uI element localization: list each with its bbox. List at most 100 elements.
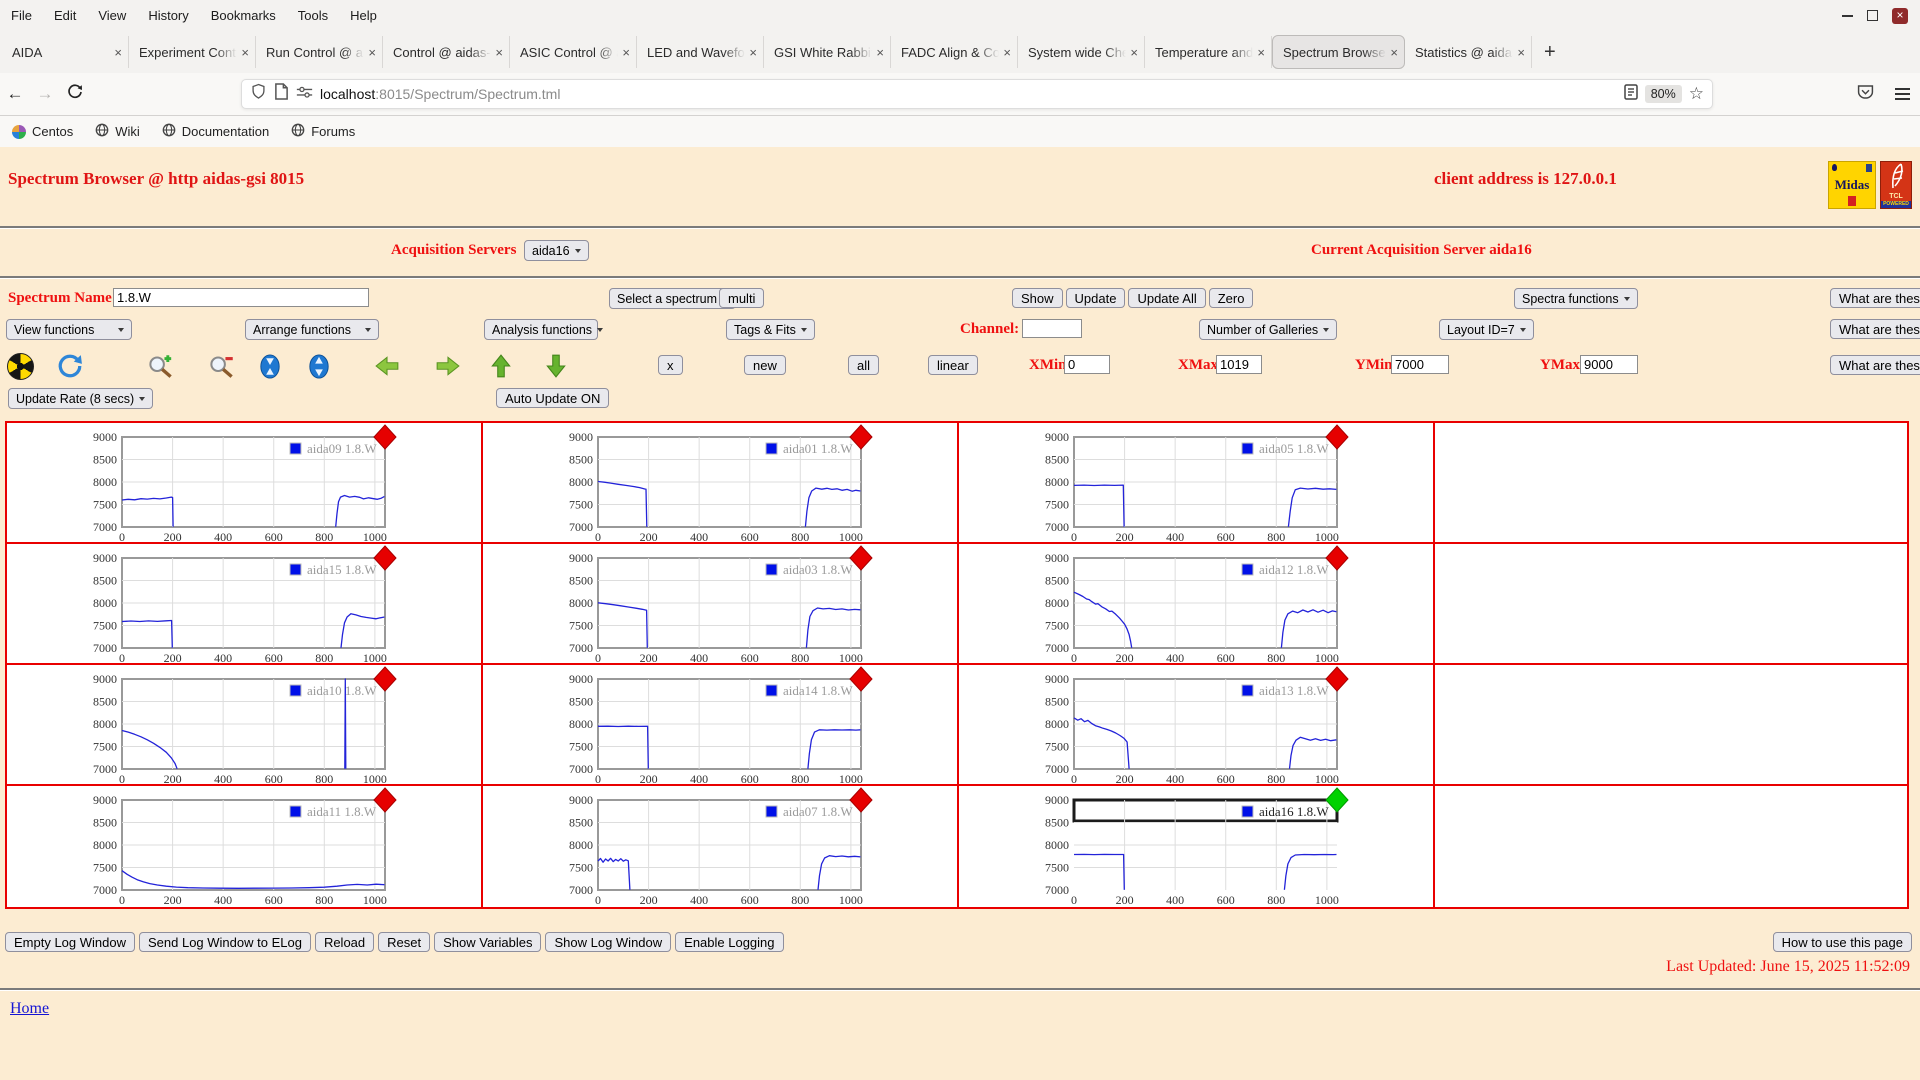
show-variables-button[interactable]: Show Variables: [434, 932, 542, 952]
zero-button[interactable]: Zero: [1208, 288, 1254, 308]
tab-close-icon[interactable]: ×: [241, 44, 249, 60]
forward-icon[interactable]: →: [36, 84, 54, 103]
marker-diamond[interactable]: [1325, 424, 1349, 450]
new-tab-button[interactable]: +: [1544, 40, 1556, 63]
num-galleries-dropdown[interactable]: Number of Galleries: [1199, 319, 1338, 340]
marker-diamond[interactable]: [1325, 666, 1349, 692]
marker-diamond[interactable]: [373, 545, 397, 571]
page-info-icon[interactable]: [274, 83, 289, 105]
tags-fits-dropdown[interactable]: Tags & Fits: [726, 319, 815, 340]
layout-id-dropdown[interactable]: Layout ID=7: [1439, 319, 1534, 340]
marker-diamond[interactable]: [1325, 545, 1349, 571]
marker-diamond[interactable]: [373, 787, 397, 813]
gallery-cell-empty[interactable]: [1435, 423, 1907, 544]
radiation-icon[interactable]: [6, 352, 34, 380]
shield-icon[interactable]: [250, 83, 267, 105]
gallery-cell-aida15[interactable]: 0 200 400 600 800 1000 7000 7500 8000 8500 9000 ai…: [7, 544, 483, 665]
marker-diamond[interactable]: [849, 424, 873, 450]
maximize-icon[interactable]: [1867, 10, 1878, 21]
bookmark-documentation[interactable]: Documentation: [162, 123, 269, 140]
arrow-down-icon[interactable]: [542, 352, 570, 380]
tab-close-icon[interactable]: ×: [495, 44, 503, 60]
back-icon[interactable]: ←: [6, 84, 24, 103]
xmax-input[interactable]: [1216, 355, 1262, 374]
spectrum-chart-aida05[interactable]: 0 200 400 600 800 1000 7000 7500 8000 8500 9000 ai…: [959, 423, 1433, 544]
tab-system-wide-check[interactable]: System wide Check×: [1018, 36, 1145, 68]
collapse-vertical-icon[interactable]: [256, 352, 284, 380]
refresh-icon[interactable]: [56, 352, 84, 380]
analysis-functions-dropdown[interactable]: Analysis functions: [484, 319, 604, 340]
update-all-button[interactable]: Update All: [1128, 288, 1206, 308]
tab-led-and-waveforms[interactable]: LED and Waveforms×: [637, 36, 764, 68]
expand-vertical-icon[interactable]: [305, 352, 333, 380]
tab-close-icon[interactable]: ×: [368, 44, 376, 60]
bookmark-star-icon[interactable]: ☆: [1688, 84, 1704, 103]
tab-close-icon[interactable]: ×: [749, 44, 757, 60]
bookmark-wiki[interactable]: Wiki: [95, 123, 140, 140]
marker-diamond[interactable]: [849, 545, 873, 571]
arrow-right-icon[interactable]: [434, 352, 462, 380]
permissions-icon[interactable]: [296, 85, 313, 104]
reload-icon[interactable]: [60, 83, 90, 105]
tab-close-icon[interactable]: ×: [1130, 44, 1138, 60]
tab-close-icon[interactable]: ×: [1517, 44, 1525, 60]
spectrum-chart-aida03[interactable]: 0 200 400 600 800 1000 7000 7500 8000 8500 9000 ai…: [483, 544, 957, 665]
url-text[interactable]: localhost:8015/Spectrum/Spectrum.tml: [320, 86, 1617, 102]
new-button[interactable]: new: [744, 355, 786, 375]
menu-bookmarks[interactable]: Bookmarks: [210, 8, 276, 23]
home-link[interactable]: Home: [10, 1000, 50, 1017]
spectrum-name-input[interactable]: [113, 288, 369, 307]
gallery-cell-empty[interactable]: [1435, 544, 1907, 665]
tab-asic-control-aid[interactable]: ASIC Control @ aid×: [510, 36, 637, 68]
spectrum-chart-aida10[interactable]: 0 200 400 600 800 1000 7000 7500 8000 8500 9000 ai…: [7, 665, 481, 786]
what-are-these-button-3[interactable]: What are these?: [1830, 355, 1920, 375]
gallery-cell-aida12[interactable]: 0 200 400 600 800 1000 7000 7500 8000 8500 9000 ai…: [959, 544, 1435, 665]
gallery-cell-aida11[interactable]: 0 200 400 600 800 1000 7000 7500 8000 8500 9000 ai…: [7, 786, 483, 907]
gallery-cell-aida01[interactable]: 0 200 400 600 800 1000 7000 7500 8000 8500 9000 ai…: [483, 423, 959, 544]
xmin-input[interactable]: [1064, 355, 1110, 374]
gallery-cell-empty[interactable]: [1435, 786, 1907, 907]
show-log-window-button[interactable]: Show Log Window: [545, 932, 672, 952]
show-button[interactable]: Show: [1012, 288, 1063, 308]
tab-fadc-align-cont[interactable]: FADC Align & Cont×: [891, 36, 1018, 68]
tab-close-icon[interactable]: ×: [1257, 44, 1265, 60]
pocket-icon[interactable]: [1856, 83, 1875, 106]
close-icon[interactable]: ×: [1892, 7, 1908, 24]
channel-input[interactable]: [1022, 319, 1082, 338]
view-functions-dropdown[interactable]: View functions: [6, 319, 132, 340]
spectra-functions-dropdown[interactable]: Spectra functions: [1514, 288, 1638, 309]
empty-log-window-button[interactable]: Empty Log Window: [5, 932, 135, 952]
gallery-cell-aida05[interactable]: 0 200 400 600 800 1000 7000 7500 8000 8500 9000 ai…: [959, 423, 1435, 544]
reader-mode-icon[interactable]: [1623, 83, 1638, 105]
tab-experiment-control[interactable]: Experiment Control×: [129, 36, 256, 68]
spectrum-chart-aida09[interactable]: 0 200 400 600 800 1000 7000 7500 8000 8500 9000 ai…: [7, 423, 481, 544]
spectrum-chart-aida12[interactable]: 0 200 400 600 800 1000 7000 7500 8000 8500 9000 ai…: [959, 544, 1433, 665]
marker-diamond[interactable]: [373, 666, 397, 692]
gallery-cell-aida16[interactable]: 0 200 400 600 800 1000 7000 7500 8000 8500 9000 ai…: [959, 786, 1435, 907]
spectrum-chart-aida15[interactable]: 0 200 400 600 800 1000 7000 7500 8000 8500 9000 ai…: [7, 544, 481, 665]
bookmark-forums[interactable]: Forums: [291, 123, 355, 140]
reload-button[interactable]: Reload: [314, 932, 375, 952]
tab-run-control-aida[interactable]: Run Control @ aida×: [256, 36, 383, 68]
reset-button[interactable]: Reset: [378, 932, 431, 952]
how-to-button[interactable]: How to use this page: [1772, 932, 1912, 952]
select-spectrum-dropdown[interactable]: Select a spectrum: [609, 288, 737, 309]
gallery-cell-empty[interactable]: [1435, 665, 1907, 786]
tab-close-icon[interactable]: ×: [622, 44, 630, 60]
tcl-logo[interactable]: TCL POWERED: [1880, 161, 1912, 209]
tab-spectrum-browser[interactable]: Spectrum Browser ×: [1272, 35, 1405, 69]
spectrum-chart-aida07[interactable]: 0 200 400 600 800 1000 7000 7500 8000 8500 9000 ai…: [483, 786, 957, 907]
ymin-input[interactable]: [1391, 355, 1449, 374]
marker-diamond[interactable]: [373, 424, 397, 450]
menu-history[interactable]: History: [148, 8, 189, 23]
send-log-window-to-elog-button[interactable]: Send Log Window to ELog: [139, 932, 311, 952]
tab-aida[interactable]: AIDA ×: [2, 36, 129, 68]
update-rate-dropdown[interactable]: Update Rate (8 secs): [8, 388, 154, 409]
zoom-level-badge[interactable]: 80%: [1644, 85, 1682, 103]
menu-icon[interactable]: [1895, 85, 1910, 102]
gallery-cell-aida03[interactable]: 0 200 400 600 800 1000 7000 7500 8000 8500 9000 ai…: [483, 544, 959, 665]
midas-logo[interactable]: Midas: [1828, 161, 1876, 209]
tab-temperature-and-st[interactable]: Temperature and st×: [1145, 36, 1272, 68]
tab-control-aidas-gs[interactable]: Control @ aidas-gs×: [383, 36, 510, 68]
gallery-cell-aida13[interactable]: 0 200 400 600 800 1000 7000 7500 8000 8500 9000 ai…: [959, 665, 1435, 786]
